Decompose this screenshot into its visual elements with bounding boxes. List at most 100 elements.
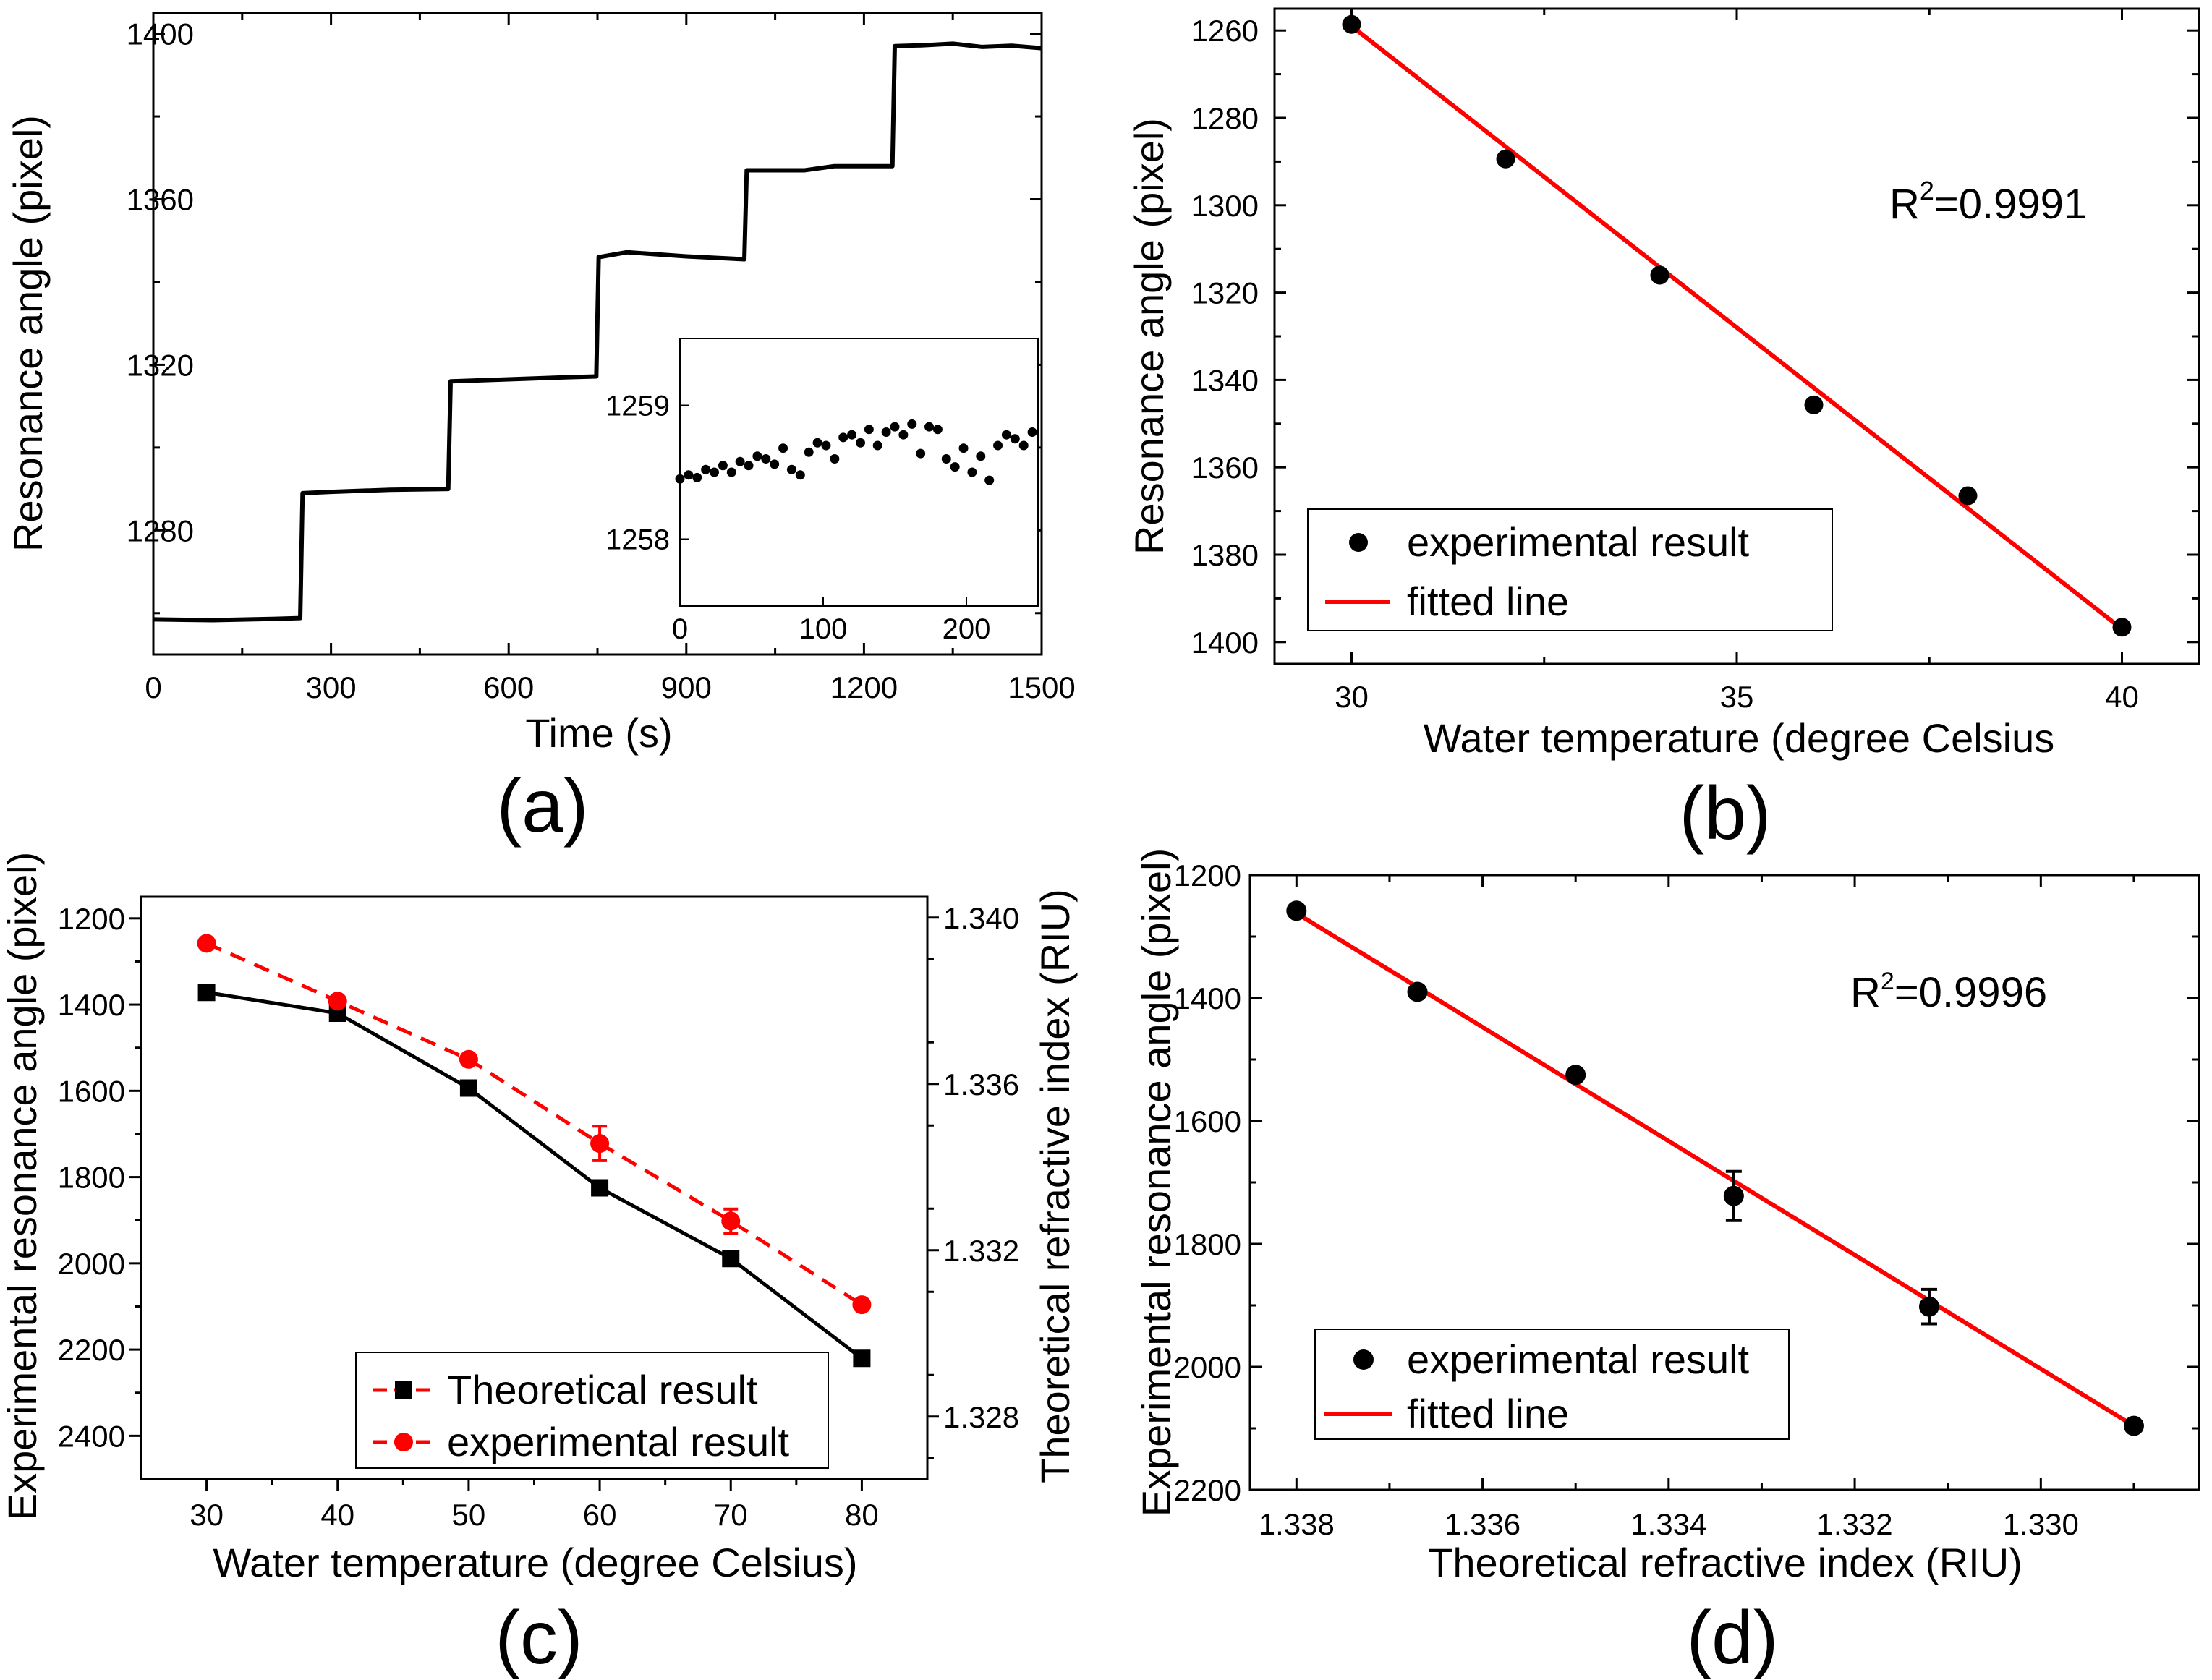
inset-point [1027, 427, 1037, 437]
inset-point [924, 422, 935, 432]
fitted-line [1295, 911, 2135, 1428]
inset-point [1001, 430, 1011, 440]
inset-point [701, 464, 711, 474]
y2-tick-label: 1.336 [943, 1067, 1019, 1101]
legend-marker-theoretical [395, 1381, 412, 1399]
inset-point [855, 438, 865, 448]
inset-point [804, 447, 814, 457]
inset-point [770, 459, 780, 469]
y-tick-label: 1800 [58, 1161, 125, 1195]
r-squared-value: =0.9991 [1934, 181, 2087, 228]
r-squared-annotation: R2=0.9991 [1889, 176, 2087, 228]
inset-point [993, 440, 1003, 451]
y-tick-label: 1400 [1174, 981, 1241, 1015]
y-tick-label: 1400 [58, 988, 125, 1022]
experimental-point [328, 992, 347, 1011]
inset-point [950, 462, 960, 472]
data-point [1804, 395, 1824, 414]
x-axis-title: Water temperature (degree Celsius) [213, 1540, 857, 1585]
inset-point [710, 467, 720, 477]
data-point [1407, 981, 1428, 1002]
legend-label-fit: fitted line [1407, 579, 1569, 624]
inset-point [735, 456, 745, 466]
inset-point [958, 443, 969, 453]
x-tick-label: 80 [845, 1498, 879, 1532]
data-point [1496, 149, 1515, 169]
inset-point [684, 470, 694, 480]
x-tick-label: 900 [661, 670, 712, 704]
inset-point [821, 440, 831, 451]
panel-label: (d) [1686, 1596, 1778, 1680]
inset-point [830, 454, 840, 464]
y-tick-label: 1600 [1174, 1104, 1241, 1138]
inset-point [864, 425, 874, 435]
inset-point [847, 430, 857, 440]
panel-label: (c) [495, 1596, 582, 1680]
inset-point [907, 419, 917, 429]
r-squared-base: R [1850, 969, 1881, 1016]
y-axis-title: Experimental resonance angle (pixel) [1133, 848, 1179, 1517]
legend-label-fit: fitted line [1407, 1391, 1569, 1436]
legend-label-experimental: experimental result [1407, 519, 1750, 565]
inset-x-tick-label: 0 [672, 613, 688, 645]
r-squared-value: =0.9996 [1894, 969, 2047, 1016]
x-tick-label: 1200 [830, 670, 898, 704]
experimental-point [459, 1049, 478, 1069]
x-tick-label: 30 [1335, 680, 1369, 714]
x-tick-label: 1.332 [1817, 1507, 1893, 1541]
legend-marker-experimental [1349, 533, 1368, 552]
y-tick-label: 1200 [1174, 858, 1241, 892]
y-tick-label: 2400 [58, 1419, 125, 1453]
r-squared-sup: 2 [1881, 968, 1894, 995]
y-tick-label: 2200 [58, 1333, 125, 1367]
y-tick-label: 1300 [1191, 189, 1259, 223]
inset-point [890, 422, 900, 432]
y-axis-title: Resonance angle (pixel) [5, 115, 51, 552]
data-point [2112, 618, 2132, 637]
data-point [2123, 1415, 2144, 1436]
r-squared-annotation: R2=0.9996 [1850, 968, 2047, 1016]
data-point [1723, 1185, 1744, 1206]
x-axis-title: Time (s) [525, 710, 672, 756]
y-tick-label: 1280 [127, 513, 194, 547]
panel-label: (b) [1679, 772, 1771, 856]
fitted-line [1350, 24, 2124, 631]
x-tick-label: 1.330 [2003, 1507, 2079, 1541]
y-axis-title: Resonance angle (pixel) [1126, 118, 1172, 555]
inset-point [967, 467, 977, 477]
y-tick-label: 1380 [1191, 538, 1259, 572]
data-point [1958, 486, 1978, 506]
inset-y-tick-label: 1258 [605, 524, 670, 556]
inset-point [795, 470, 805, 480]
theoretical-point [197, 984, 216, 1002]
x-axis-title: Water temperature (degree Celsius [1424, 715, 2055, 761]
y-tick-label: 1600 [58, 1074, 125, 1108]
inset-frame [679, 338, 1039, 607]
experimental-point [852, 1295, 872, 1315]
inset-point [778, 443, 788, 453]
inset-point [718, 461, 728, 471]
inset-x-tick-label: 200 [943, 613, 991, 645]
inset-point [744, 461, 754, 471]
y-tick-label: 2000 [58, 1247, 125, 1281]
x-tick-label: 600 [483, 670, 534, 704]
inset-point [675, 474, 685, 484]
experimental-point [197, 934, 216, 953]
inset-point [1010, 434, 1020, 444]
data-point [1565, 1065, 1586, 1086]
inset-point [941, 454, 951, 464]
legend-label-experimental: experimental result [447, 1419, 790, 1464]
theoretical-point [591, 1179, 609, 1197]
r-squared-base: R [1889, 181, 1920, 228]
y-tick-label: 1320 [127, 348, 194, 382]
experimental-point [590, 1134, 610, 1154]
data-point [1342, 14, 1361, 34]
data-point [1650, 265, 1669, 285]
data-point [1918, 1296, 1939, 1317]
inset-point [752, 451, 762, 461]
series-line [153, 41, 1042, 623]
x-tick-label: 1.338 [1259, 1507, 1335, 1541]
r-squared-sup: 2 [1920, 176, 1934, 205]
x-tick-label: 35 [1720, 680, 1754, 714]
experimental-line [205, 942, 863, 1307]
